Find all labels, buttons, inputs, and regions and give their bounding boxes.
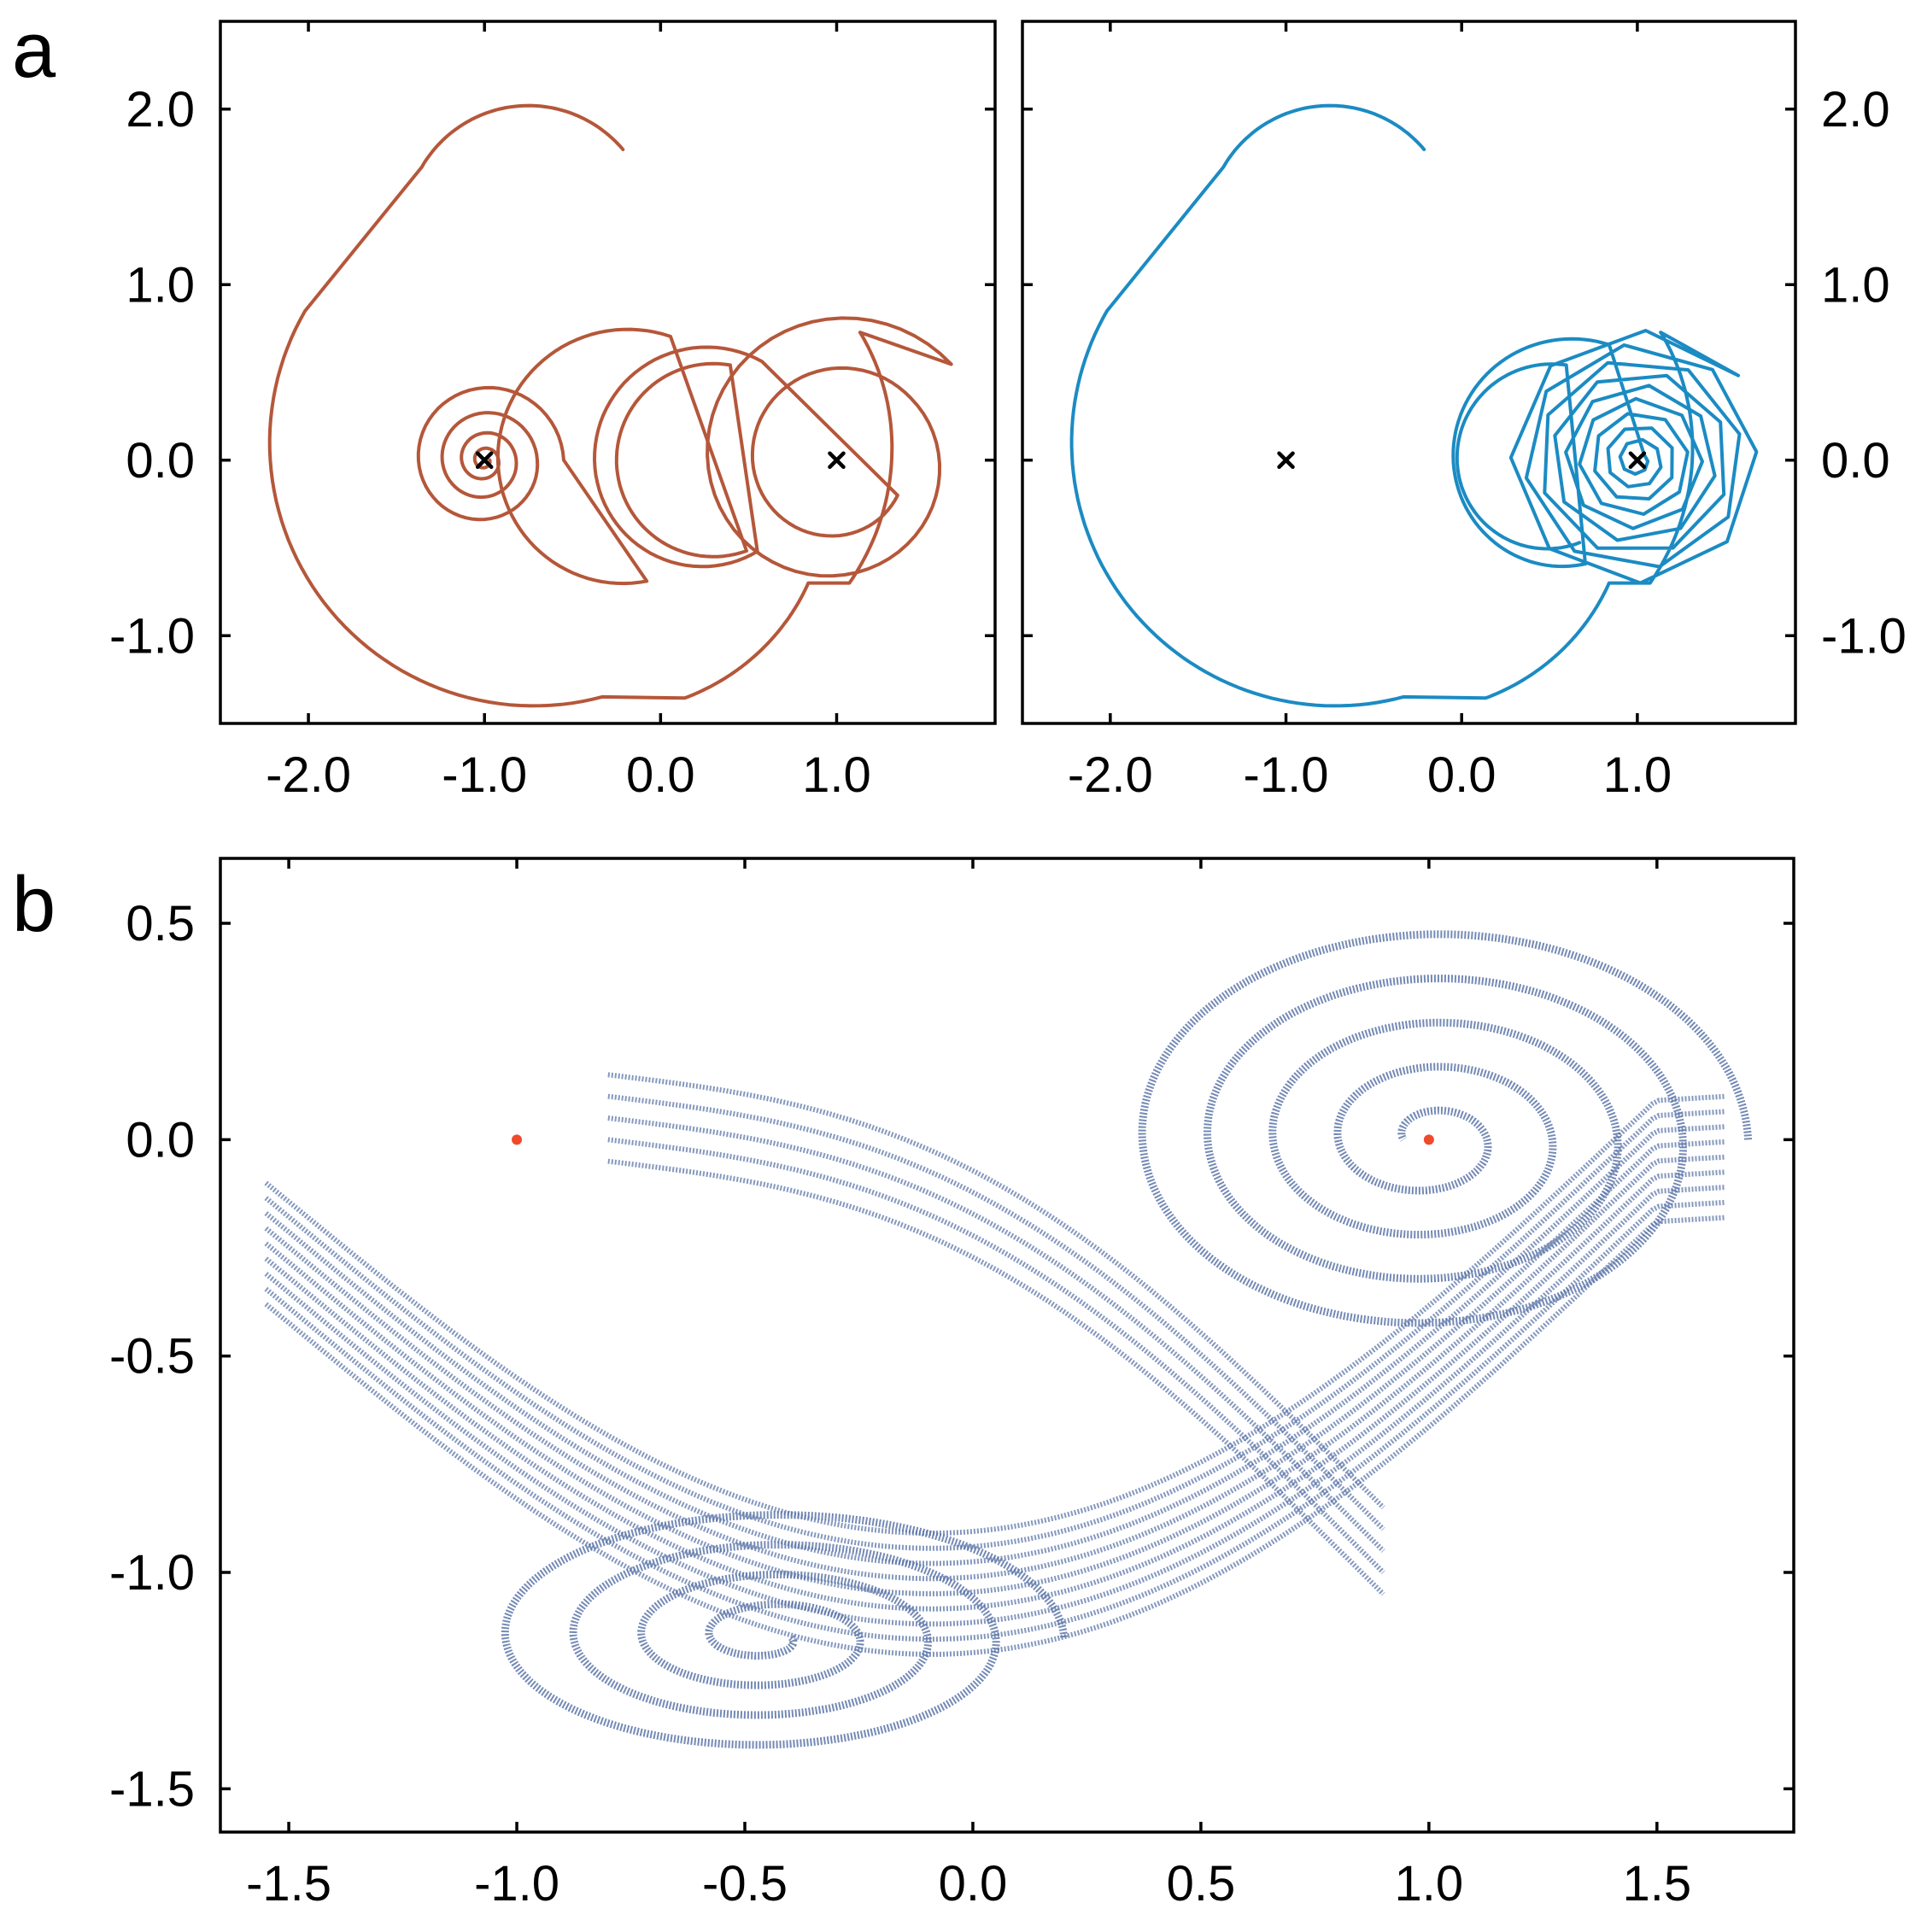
y-tick-label: 0.0 <box>126 433 195 489</box>
attractor-band <box>264 1185 1726 1627</box>
y-tick-label: -0.5 <box>109 1329 195 1385</box>
x-tick-label: 0.0 <box>626 747 695 803</box>
x-tick-label: -0.5 <box>702 1856 788 1912</box>
x-tick-label: -2.0 <box>1068 747 1153 803</box>
x-tick-label: 1.5 <box>1623 1856 1692 1912</box>
panel-a-left-frame <box>219 20 997 725</box>
y-tick-label: 0.0 <box>1821 433 1890 489</box>
panel-b-attractor <box>264 930 1753 1749</box>
attractor-band <box>264 1154 1726 1596</box>
y-tick-label: 2.0 <box>1821 82 1890 138</box>
equilibrium-marker-stroke <box>475 451 494 469</box>
x-tick-label: -1.0 <box>474 1856 559 1912</box>
panel-a-left-ticks: -2.0 -1.0 0.0 1.0 2.0 1.0 0.0 -1.0 <box>109 21 995 803</box>
panel-label-a: a <box>12 7 56 94</box>
panel-a-left-chart: a -2.0 -1.0 0.0 1.0 2.0 1.0 0.0 -1.0 <box>12 7 997 803</box>
panel-a-right-equilibria <box>1277 451 1647 469</box>
fixed-point-marker <box>512 1134 523 1145</box>
panel-b-fixed-points <box>512 1134 1434 1145</box>
attractor-band <box>607 1093 1385 1531</box>
attractor-band <box>264 1199 1726 1642</box>
y-tick-label: 1.0 <box>126 257 195 313</box>
attractor-band <box>264 1124 1726 1566</box>
equilibrium-marker-stroke <box>828 451 846 469</box>
attractor-band <box>607 1072 1385 1510</box>
panel-label-b: b <box>12 861 56 948</box>
x-tick-label: 1.0 <box>1603 747 1672 803</box>
fixed-point-marker <box>1423 1134 1434 1145</box>
y-tick-label: 0.0 <box>126 1112 195 1168</box>
equilibrium-marker-stroke <box>1628 451 1647 469</box>
panel-a-left-trajectory <box>267 103 953 708</box>
x-tick-label: 1.0 <box>802 747 871 803</box>
y-tick-label: 0.5 <box>126 896 195 951</box>
y-tick-label: -1.0 <box>109 608 195 664</box>
attractor-band <box>264 1169 1726 1612</box>
attractor-band <box>607 1158 1385 1596</box>
panel-a-right-chart: -2.0 -1.0 0.0 1.0 2.0 1.0 0.0 -1.0 <box>1021 20 1906 803</box>
panel-b-chart: b -1.5 -1.0 -0.5 0.0 0.5 1.0 1.5 0.5 0.0 -0.5 -1.0… <box>12 857 1795 1912</box>
attractor-lower-spiral <box>501 1511 1069 1749</box>
panel-a-left-equilibria <box>475 451 846 469</box>
x-tick-label: -1.0 <box>1244 747 1329 803</box>
x-tick-label: -1.0 <box>442 747 527 803</box>
x-tick-label: 0.0 <box>939 1856 1008 1912</box>
y-tick-label: 2.0 <box>126 82 195 138</box>
x-tick-label: 1.0 <box>1395 1856 1464 1912</box>
y-tick-label: 1.0 <box>1821 257 1890 313</box>
equilibrium-marker-stroke <box>1277 451 1295 469</box>
x-tick-label: 0.5 <box>1167 1856 1236 1912</box>
y-tick-label: -1.0 <box>109 1545 195 1601</box>
panel-a-right-frame <box>1021 20 1797 725</box>
attractor-upper-spiral <box>1138 930 1753 1327</box>
y-tick-label: -1.5 <box>109 1761 195 1817</box>
x-tick-label: -2.0 <box>266 747 351 803</box>
attractor-band <box>607 1115 1385 1553</box>
attractor-band <box>264 1109 1726 1551</box>
trajectory-line <box>267 103 953 708</box>
attractor-band <box>607 1137 1385 1575</box>
attractor-band <box>264 1139 1726 1582</box>
panel-b-frame <box>219 857 1795 1834</box>
panel-a-right-ticks: -2.0 -1.0 0.0 1.0 2.0 1.0 0.0 -1.0 <box>1022 21 1906 803</box>
attractor-band <box>264 1093 1726 1536</box>
x-tick-label: -1.5 <box>246 1856 331 1912</box>
x-tick-label: 0.0 <box>1427 747 1496 803</box>
panel-b-ticks: -1.5 -1.0 -0.5 0.0 0.5 1.0 1.5 0.5 0.0 -0.5 -1.0 -1… <box>109 858 1794 1912</box>
y-tick-label: -1.0 <box>1821 608 1906 664</box>
attractor-band <box>264 1215 1726 1657</box>
trajectory-line <box>1069 103 1759 708</box>
panel-a-right-trajectory <box>1069 103 1759 708</box>
